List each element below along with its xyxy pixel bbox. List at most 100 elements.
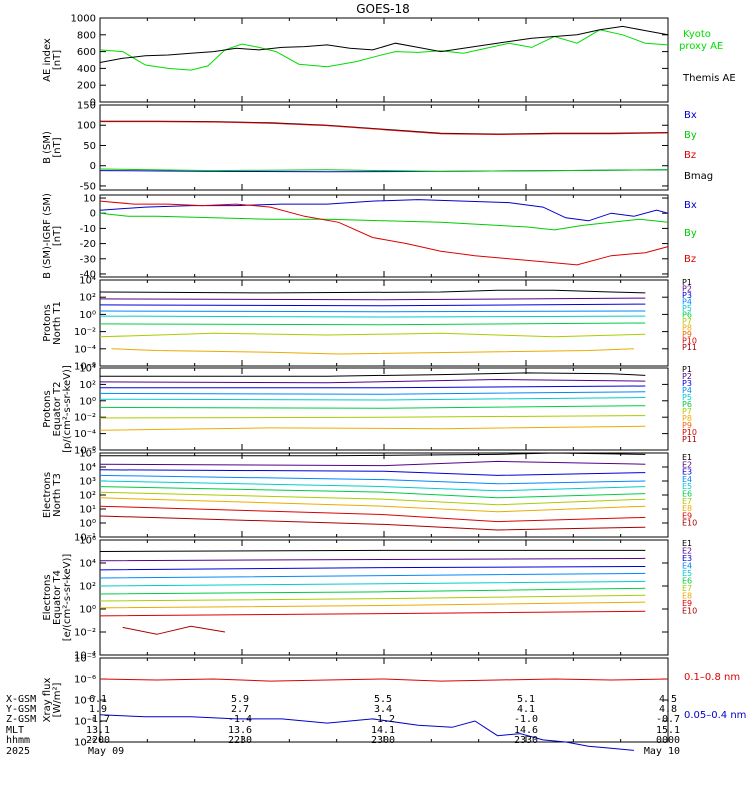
y-tick-label: 10² bbox=[79, 380, 96, 391]
bottom-value: 2.7 bbox=[231, 704, 249, 715]
y-tick-label: 10⁴ bbox=[79, 463, 96, 474]
y-tick-label: 10⁻² bbox=[74, 413, 96, 424]
bottom-value: 13.1 bbox=[86, 725, 110, 736]
y-tick-label: -10 bbox=[80, 224, 96, 235]
y-tick-label: 0 bbox=[90, 98, 96, 109]
chart-title: GOES-18 bbox=[356, 2, 410, 16]
y-axis-label: [e/(cm²-s-sr-keV)] bbox=[62, 554, 73, 642]
series-bmag bbox=[100, 120, 669, 135]
bottom-value: 2330 bbox=[514, 735, 538, 746]
series-e1 bbox=[99, 549, 646, 552]
legend-entry: E10 bbox=[682, 519, 697, 528]
legend-entry: P2 bbox=[682, 372, 692, 381]
y-tick-label: 10⁻⁶ bbox=[74, 675, 96, 686]
panel-xray: 10⁻⁵ 10⁻⁶ 10⁻⁷ 10⁻⁸ 10⁻⁹ Xray flux [W/m²] 0.1–0… bbox=[42, 654, 746, 751]
series-by bbox=[99, 212, 669, 231]
series-p6 bbox=[99, 405, 646, 409]
legend-entry: proxy AE bbox=[679, 41, 723, 52]
y-axis-label: Protons bbox=[42, 390, 53, 427]
series-e3 bbox=[99, 566, 646, 571]
series-e5 bbox=[99, 580, 646, 587]
panel-frame bbox=[99, 104, 669, 191]
bottom-value: 1.9 bbox=[89, 704, 107, 715]
y-axis-label: Electrons bbox=[42, 574, 53, 620]
bottom-value: 4.5 bbox=[659, 694, 677, 705]
y-tick-label: 10⁰ bbox=[79, 519, 96, 530]
series-themis-ae bbox=[99, 25, 669, 63]
y-tick-label: 10⁰ bbox=[79, 605, 96, 616]
series-p4 bbox=[99, 310, 646, 313]
y-tick-label: 10⁻⁵ bbox=[74, 654, 96, 665]
y-tick-label: 600 bbox=[77, 47, 96, 58]
series-e8 bbox=[99, 601, 646, 609]
bottom-value: 2300 bbox=[371, 735, 395, 746]
legend-entry: P4 bbox=[682, 298, 692, 307]
y-tick-label: 50 bbox=[83, 141, 96, 152]
series-p1 bbox=[100, 372, 646, 377]
y-tick-label: 100 bbox=[77, 121, 96, 132]
bottom-value: 4.1 bbox=[517, 704, 535, 715]
y-axis-label: [nT] bbox=[52, 226, 63, 246]
y-tick-label: 10⁻⁸ bbox=[74, 717, 96, 728]
legend-entry: E6 bbox=[682, 490, 692, 499]
series-e5 bbox=[99, 480, 646, 492]
series-e6 bbox=[99, 587, 646, 595]
y-tick-label: 0 bbox=[90, 209, 96, 220]
series-e7 bbox=[99, 594, 646, 602]
legend-entry: P7 bbox=[682, 317, 692, 326]
series-kyoto-proxy-ae bbox=[99, 29, 669, 71]
panel-frame bbox=[99, 17, 669, 103]
bottom-value: 13.6 bbox=[228, 725, 252, 736]
y-tick-label: 10⁶ bbox=[79, 536, 96, 547]
panel-ae: 0 200 400 600 800 1000 AE index [nT] Kyotoproxy … bbox=[42, 14, 736, 109]
row-label: 2025 bbox=[6, 746, 30, 757]
y-tick-label: 10² bbox=[79, 582, 96, 593]
series-p7 bbox=[99, 332, 646, 338]
row-label: Y-GSM bbox=[6, 704, 36, 715]
legend-entry: E10 bbox=[682, 607, 697, 616]
legend-entry: P6 bbox=[682, 311, 692, 320]
bottom-value: 4.8 bbox=[659, 704, 677, 715]
legend-entry: By bbox=[684, 130, 697, 141]
row-label: MLT bbox=[6, 725, 24, 736]
legend-entry: E7 bbox=[682, 584, 692, 593]
series-e4 bbox=[99, 474, 646, 485]
series-p2 bbox=[99, 297, 646, 301]
y-tick-label: 10⁴ bbox=[79, 559, 96, 570]
legend-entry: By bbox=[684, 228, 697, 239]
series-e7 bbox=[99, 491, 646, 506]
legend-entry: E2 bbox=[682, 547, 692, 556]
legend-entry: P11 bbox=[682, 435, 697, 444]
series-p6 bbox=[99, 322, 646, 326]
y-tick-label: -40 bbox=[80, 269, 96, 280]
legend-entry: E2 bbox=[682, 460, 692, 469]
legend-entry: Themis AE bbox=[682, 73, 736, 84]
row-label: hhmm bbox=[6, 735, 30, 746]
bottom-value: 14.1 bbox=[371, 725, 395, 736]
y-tick-label: 10¹ bbox=[79, 505, 96, 516]
series-e2 bbox=[99, 557, 646, 562]
series-p3 bbox=[100, 385, 646, 389]
y-tick-label: -50 bbox=[80, 181, 96, 192]
y-tick-label: 10⁻⁴ bbox=[74, 651, 96, 662]
y-tick-label: 10⁴ bbox=[79, 364, 96, 375]
series-p3 bbox=[99, 303, 646, 307]
bottom-value: 14.6 bbox=[514, 725, 538, 736]
series-by bbox=[99, 168, 669, 172]
bottom-value: -0.7 bbox=[656, 714, 680, 725]
legend-entry: E5 bbox=[682, 569, 692, 578]
bottom-value: 15.1 bbox=[656, 725, 680, 736]
bottom-value: 3.4 bbox=[374, 704, 392, 715]
legend-entry: E4 bbox=[682, 562, 692, 571]
bottom-value: 2200 bbox=[86, 735, 110, 746]
y-tick-label: 10⁵ bbox=[79, 449, 96, 460]
y-tick-label: 10⁰ bbox=[79, 396, 96, 407]
y-tick-label: 10⁻⁷ bbox=[74, 696, 96, 707]
legend-entry: E9 bbox=[682, 511, 692, 520]
y-axis-label: AE index bbox=[42, 38, 53, 82]
series-p5 bbox=[99, 397, 646, 401]
bottom-value: -1.7 bbox=[86, 714, 110, 725]
y-tick-label: -30 bbox=[80, 254, 96, 265]
